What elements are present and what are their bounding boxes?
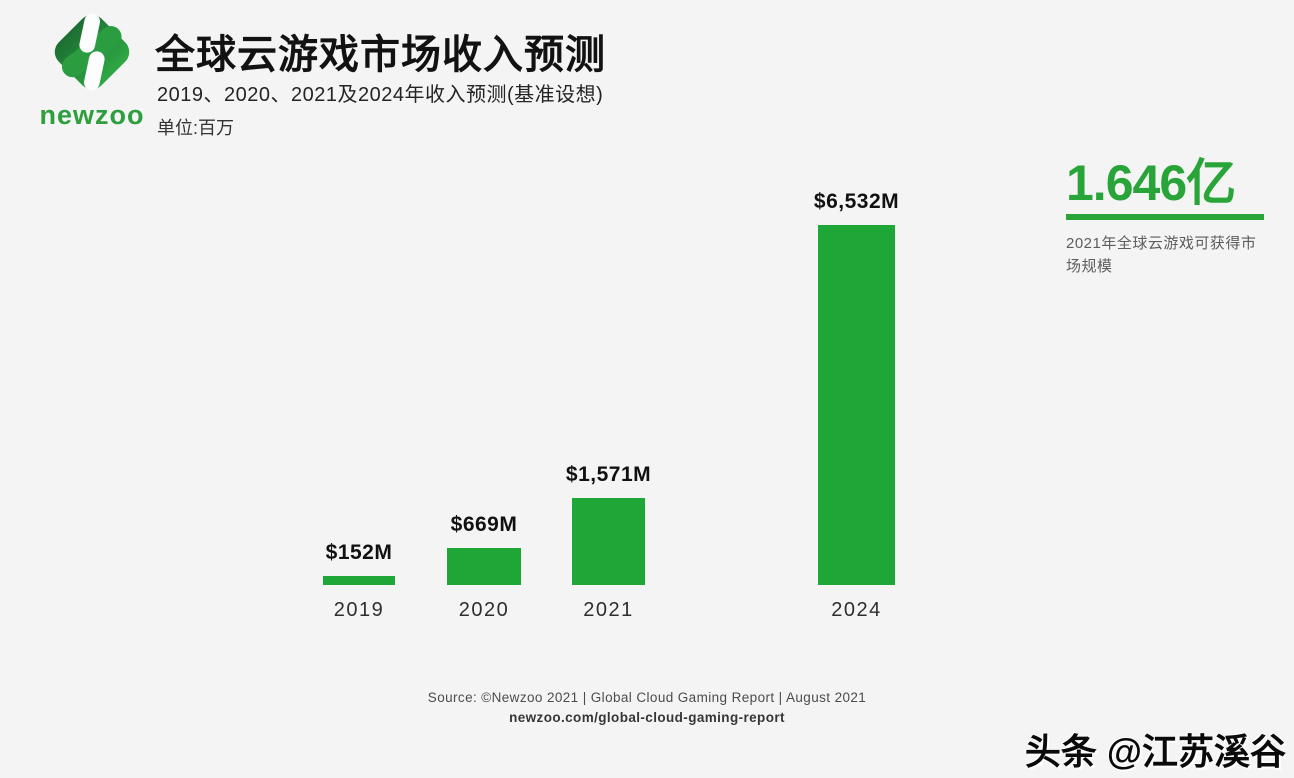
bar-2024 xyxy=(818,225,895,585)
bar-column-2021: $1,571M 2021 xyxy=(566,463,651,621)
highlight-underline xyxy=(1066,214,1264,220)
newzoo-wordmark: newzoo xyxy=(39,100,145,130)
bar-column-2024: $6,532M 2024 xyxy=(814,190,899,621)
toutiao-watermark: 头条 @江苏溪谷 xyxy=(1024,731,1286,772)
bar-2021 xyxy=(572,498,645,585)
unit-label: 单位:百万 xyxy=(157,118,235,138)
x-axis-label-2019: 2019 xyxy=(333,599,385,621)
bar-value-label-2021: $1,571M xyxy=(565,463,652,486)
highlight-value: 1.646亿 xyxy=(1066,155,1236,211)
x-axis-label-2024: 2024 xyxy=(831,599,882,621)
newzoo-logo: newzoo xyxy=(37,6,147,131)
source-line: Source: ©Newzoo 2021 | Global Cloud Gami… xyxy=(427,690,867,705)
chart-title: 全球云游戏市场收入预测 xyxy=(155,33,606,77)
bar-value-label-2019: $152M xyxy=(325,541,393,564)
x-axis-label-2021: 2021 xyxy=(583,599,634,621)
highlight-caption: 2021年全球云游戏可获得市场规模 xyxy=(1066,235,1257,275)
bar-value-label-2024: $6,532M xyxy=(813,190,900,213)
bar-value-label-2020: $669M xyxy=(450,513,518,536)
bar-2020 xyxy=(447,548,521,585)
source-link: newzoo.com/global-cloud-gaming-report xyxy=(509,710,785,725)
x-axis-label-2020: 2020 xyxy=(458,599,510,621)
newzoo-diamond-icon xyxy=(54,13,130,91)
highlight-stat: 1.646亿 2021年全球云游戏可获得市场规模 xyxy=(1066,156,1268,278)
bar-column-2020: $669M 2020 xyxy=(447,513,521,621)
bar-2019 xyxy=(323,576,395,585)
bar-column-2019: $152M 2019 xyxy=(323,541,395,621)
chart-subtitle: 2019、2020、2021及2024年收入预测(基准设想) xyxy=(157,84,604,106)
